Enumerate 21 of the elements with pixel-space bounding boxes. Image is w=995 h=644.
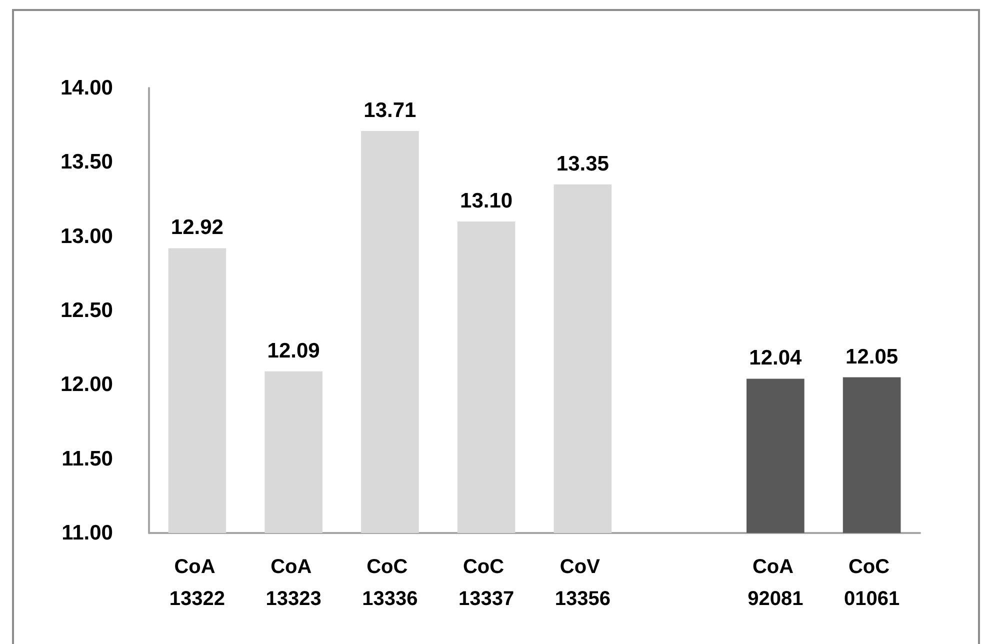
data-label: 13.71 [364, 99, 417, 122]
x-tick-label: CoC 13337 [458, 556, 514, 610]
data-label: 13.35 [556, 152, 610, 176]
data-label: 12.09 [267, 339, 320, 362]
x-tick-label: CoA 13323 [266, 556, 322, 610]
x-tick-label: CoV 13356 [554, 556, 610, 610]
y-tick-label: 12.50 [60, 299, 113, 322]
x-tick-label: CoC 13336 [362, 556, 418, 610]
data-label: 13.10 [460, 190, 513, 212]
y-tick-label: 14.00 [60, 76, 113, 100]
x-tick-label: CoC 01061 [844, 556, 900, 610]
y-tick-label: 13.00 [60, 224, 113, 248]
x-tick-label: CoA 13322 [169, 556, 225, 610]
y-tick-label: 11.50 [62, 447, 113, 470]
data-label: 12.05 [846, 345, 898, 368]
x-tick-label: CoA 92081 [748, 556, 804, 610]
data-label: 12.04 [749, 346, 802, 370]
data-label: 12.92 [170, 216, 224, 240]
y-tick-label: 11.00 [62, 522, 113, 544]
y-tick-label: 12.00 [60, 373, 113, 396]
y-tick-label: 13.50 [60, 150, 113, 174]
